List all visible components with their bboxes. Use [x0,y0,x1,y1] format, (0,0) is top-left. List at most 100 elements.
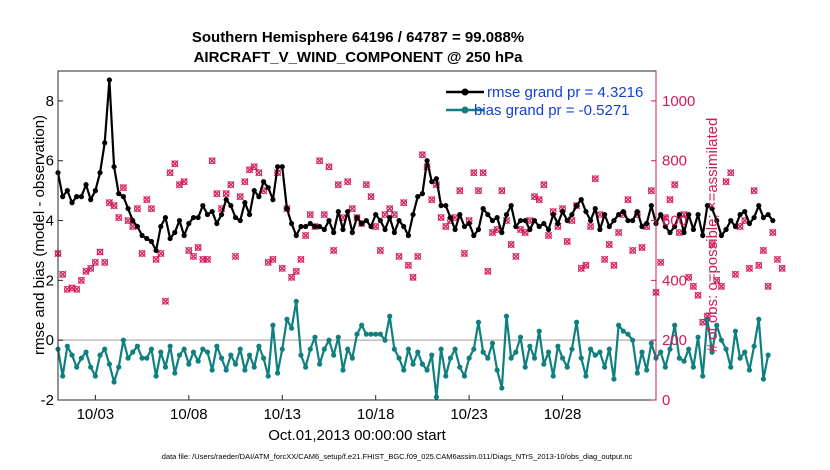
rmse-point [218,211,225,218]
obs-possible-marker [685,274,693,281]
obs-count-point [301,231,310,240]
obs-count-point [278,264,286,273]
obs-assimilated-marker [544,231,553,240]
obs-assimilated-marker [409,273,417,281]
obs-possible-marker [535,196,543,203]
obs-count-point [255,169,263,177]
rmse-point [405,232,411,239]
obs-count-point [764,282,772,290]
bias-point [700,373,706,379]
obs-possible-marker [255,169,263,177]
obs-count-point [484,267,492,276]
rmse-point [111,164,117,170]
obs-assimilated-marker [185,246,193,255]
rmse-point [60,194,66,200]
rmse-point [279,164,285,170]
bias-point [587,346,594,352]
obs-count-point [227,181,235,189]
obs-assimilated-marker [484,267,492,276]
rmse-point [106,77,112,83]
obs-possible-marker [405,262,412,269]
bias-point [410,361,416,367]
obs-assimilated-marker [685,273,693,281]
bias-point [214,343,220,349]
obs-possible-marker [746,265,753,272]
rmse-point [508,202,514,209]
obs-count-point [512,252,520,261]
obs-possible-marker [204,256,211,263]
bias-point [620,328,626,334]
obs-possible-marker [138,250,146,257]
obs-assimilated-marker [731,270,740,279]
bias-point [447,355,454,361]
obs-count-point [381,210,389,219]
obs-count-point [437,213,445,222]
rmse-point [181,232,187,239]
obs-possible-marker [475,187,482,194]
obs-possible-marker [573,202,580,209]
obs-count-point [605,240,613,249]
bias-point [293,298,299,304]
obs-assimilated-marker [348,204,356,213]
obs-assimilated-marker [208,157,216,165]
obs-assimilated-marker [381,210,389,219]
obs-possible-marker [386,205,394,212]
x-tick-label: 10/13 [263,406,301,423]
obs-possible-marker [110,202,118,209]
bias-point [228,352,234,358]
bias-point [218,355,225,361]
obs-assimilated-marker [680,210,688,219]
obs-assimilated-marker [498,187,506,195]
bias-point [391,346,397,352]
obs-possible-marker [250,163,258,171]
bias-point [303,364,309,370]
rmse-point [452,226,458,233]
obs-assimilated-marker [526,216,534,225]
obs-count-point [203,255,212,264]
rmse-point [92,188,98,194]
obs-assimilated-marker [87,264,95,273]
obs-assimilated-marker [180,178,188,186]
bias-point [83,349,89,355]
obs-possible-marker [176,181,183,189]
obs-assimilated-marker [77,276,85,284]
obs-assimilated-marker [133,204,142,213]
bias-point [125,355,131,361]
rmse-point [457,211,463,218]
bias-point [288,325,295,331]
rmse-point [429,179,435,185]
obs-possible-marker [297,256,305,263]
rmse-point [214,220,220,227]
obs-assimilated-marker [722,178,730,186]
obs-assimilated-marker [764,282,772,290]
bias-point [541,361,547,367]
obs-possible-marker [507,241,515,248]
obs-count-point [73,285,81,293]
obs-assimilated-marker [456,187,464,195]
rmse-point [737,211,743,218]
bias-point [536,328,542,334]
bias-point [564,364,570,370]
right-axis-ticks: 0 200 400 600 800 1000 [651,93,695,409]
left-y-tick-label: 4 [46,213,54,230]
obs-count-point [666,195,674,204]
obs-assimilated-marker [750,187,758,195]
obs-possible-marker [278,265,286,272]
obs-possible-marker [73,285,81,293]
bias-point [480,349,486,355]
obs-possible-marker [428,196,436,203]
obs-possible-marker [764,282,772,290]
chart-subtitle: AIRCRAFT_V_WIND_COMPONENT @ 250 hPa [194,49,524,66]
rmse-point [88,197,94,203]
obs-count-point [241,178,249,186]
obs-possible-marker [605,241,613,248]
obs-assimilated-marker [582,261,590,270]
right-y-tick-label: 0 [662,392,670,409]
rmse-point [359,220,365,227]
rmse-point [494,214,500,221]
rmse-point [513,223,519,230]
obs-assimilated-marker [166,169,174,177]
obs-assimilated-marker [203,255,212,264]
bias-point [190,349,197,355]
rmse-point [228,202,234,209]
